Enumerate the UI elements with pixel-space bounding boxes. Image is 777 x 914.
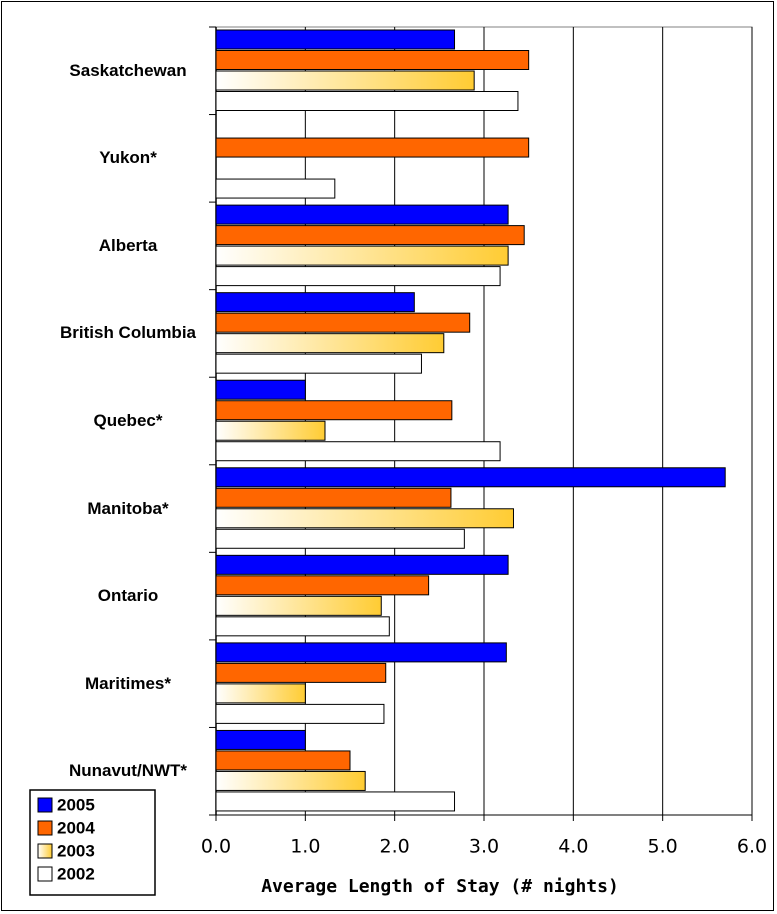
bar: [215, 91, 519, 111]
legend-swatch: [37, 843, 53, 859]
x-tick-label: 4.0: [558, 836, 588, 858]
legend-swatch: [37, 866, 53, 882]
bar: [215, 770, 366, 791]
bar: [215, 266, 501, 287]
bar: [215, 292, 415, 313]
legend-swatch: [37, 820, 53, 836]
bar: [215, 245, 509, 266]
bar: [215, 379, 306, 400]
x-tick-label: 0.0: [201, 836, 231, 858]
category-label: Ontario: [97, 586, 159, 606]
category-label: British Columbia: [59, 323, 196, 343]
x-axis-title: Average Length of Stay (# nights): [261, 876, 619, 897]
bar: [215, 791, 456, 812]
bar: [215, 467, 726, 488]
bar: [215, 750, 351, 771]
legend-label: 2003: [57, 841, 95, 860]
category-label: Nunavut/NWT*: [68, 761, 188, 781]
bar: [215, 729, 306, 750]
bar: [215, 137, 530, 158]
x-tick-label: 3.0: [469, 836, 499, 858]
bar: [215, 595, 382, 616]
bar: [215, 353, 422, 374]
bar: [215, 683, 306, 704]
legend-label: 2005: [57, 795, 95, 814]
bar: [215, 554, 509, 575]
category-label: Saskatchewan: [69, 60, 187, 80]
bar: [215, 703, 385, 724]
bar: [215, 50, 530, 70]
legend-swatch: [37, 797, 53, 813]
bar: [215, 420, 326, 441]
category-label: Quebec*: [93, 411, 163, 430]
bar: [215, 70, 475, 91]
bar: [215, 400, 453, 421]
legend-label: 2004: [57, 818, 95, 837]
bar: [215, 29, 456, 50]
legend-label: 2002: [57, 864, 95, 883]
x-tick-label: 2.0: [380, 836, 410, 858]
bar: [215, 528, 465, 549]
bar: [215, 333, 445, 354]
bar: [215, 642, 507, 663]
category-label: Maritimes*: [85, 673, 171, 693]
bar: [215, 225, 525, 246]
bar: [215, 575, 430, 596]
x-tick-label: 1.0: [290, 836, 320, 858]
bar: [215, 204, 509, 225]
bar: [215, 616, 390, 637]
x-tick-label: 5.0: [648, 836, 678, 858]
bar: [215, 662, 387, 683]
bar: [215, 508, 514, 529]
category-label: Alberta: [98, 235, 158, 255]
bar: [215, 178, 336, 199]
bar: [215, 487, 452, 508]
category-label: Yukon*: [99, 148, 157, 168]
bar: [215, 441, 501, 462]
bar: [215, 312, 471, 333]
x-tick-label: 6.0: [737, 836, 767, 858]
category-label: Manitoba*: [87, 498, 169, 518]
